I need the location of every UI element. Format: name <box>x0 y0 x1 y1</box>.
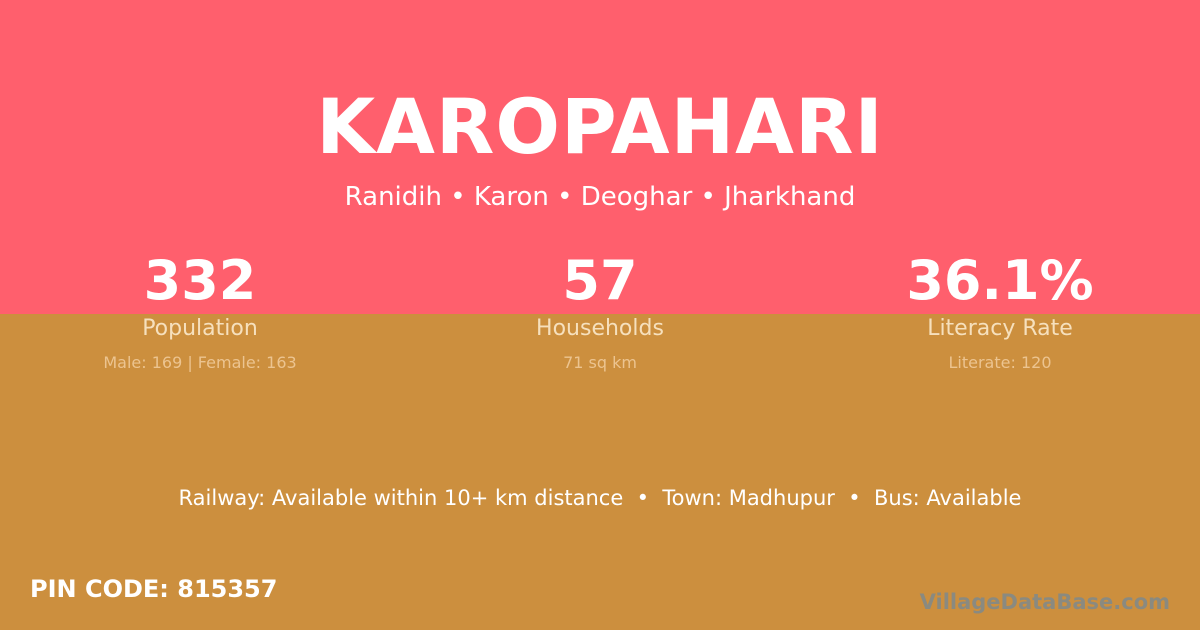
stat-label: Population <box>142 316 258 341</box>
stat-detail: 71 sq km <box>563 353 637 372</box>
stat-value: 36.1% <box>906 249 1094 312</box>
amenities-line: Railway: Available within 10+ km distanc… <box>178 486 1022 510</box>
stat-value: 332 <box>143 249 257 312</box>
stat-value: 57 <box>562 249 638 312</box>
stat-population: 332 Population Male: 169 | Female: 163 <box>0 248 400 372</box>
village-name: KAROPAHARI <box>316 82 884 171</box>
pin-code: PIN CODE: 815357 <box>30 575 278 603</box>
stat-literacy: 36.1% Literacy Rate Literate: 120 <box>800 248 1200 372</box>
header-band <box>0 0 1200 314</box>
stat-detail: Male: 169 | Female: 163 <box>103 353 297 372</box>
stat-detail: Literate: 120 <box>948 353 1052 372</box>
stat-label: Literacy Rate <box>927 316 1073 341</box>
site-logo: VillageDataBase.com <box>919 590 1170 614</box>
stat-label: Households <box>536 316 664 341</box>
stat-households: 57 Households 71 sq km <box>400 248 800 372</box>
location-breadcrumb: Ranidih • Karon • Deoghar • Jharkhand <box>344 182 856 212</box>
